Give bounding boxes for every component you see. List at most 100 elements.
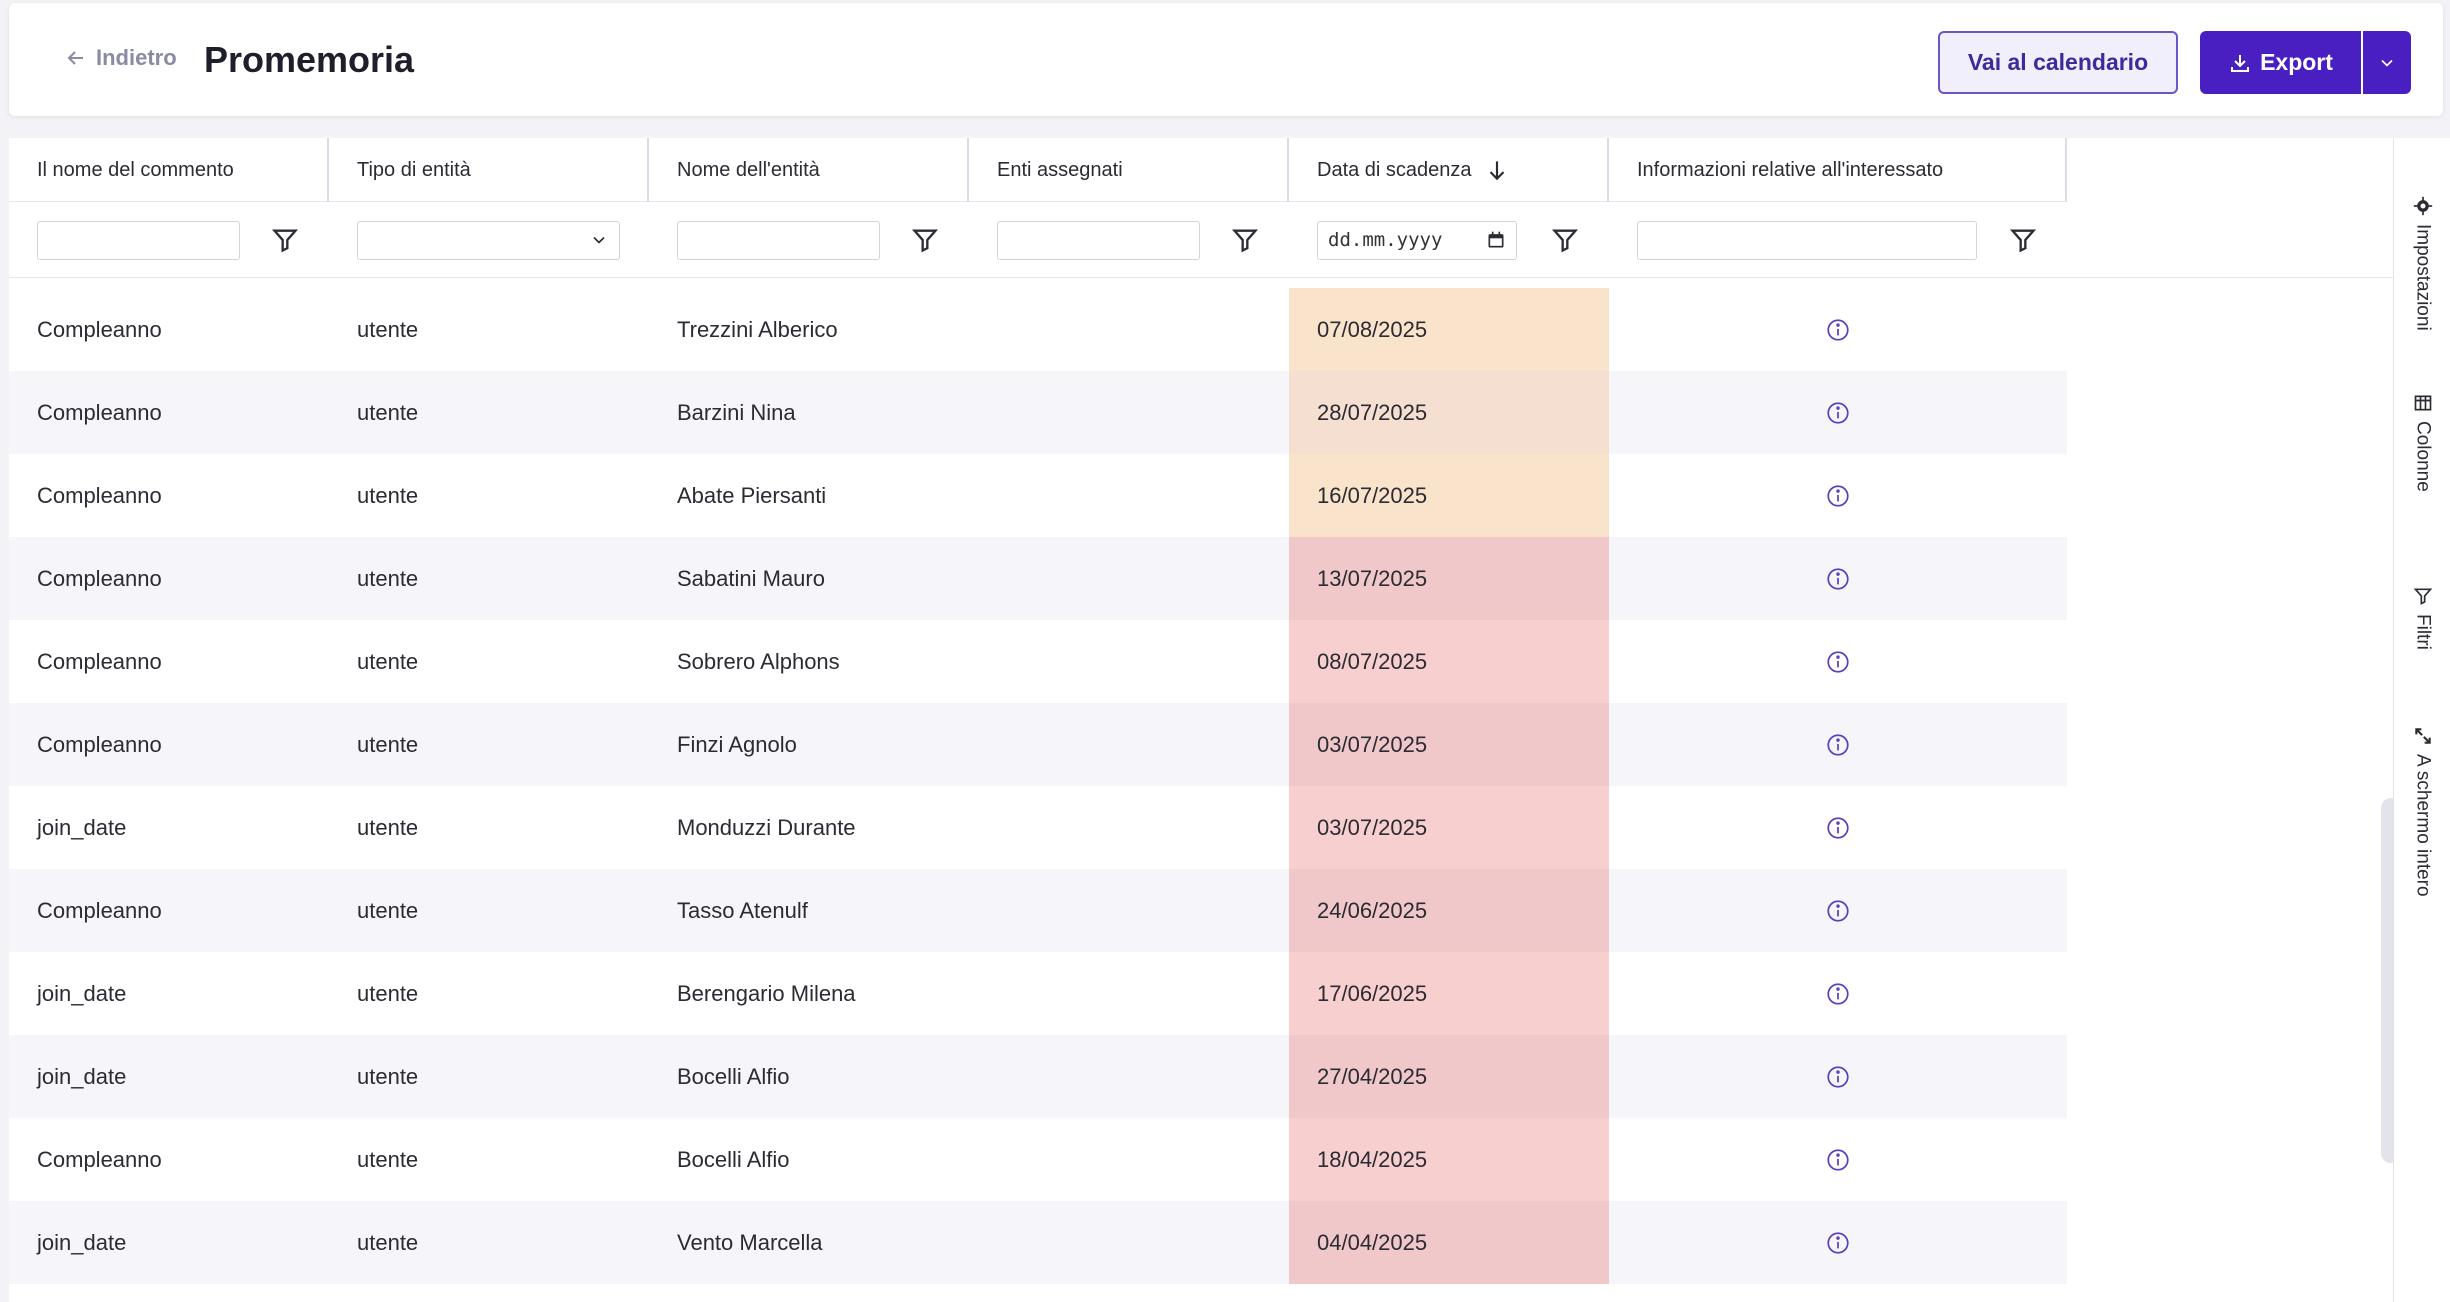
table-row[interactable]: Compleanno utente Sabatini Mauro 13/07/2025 [9, 537, 2067, 620]
column-header-entity-name[interactable]: Nome dell'entità [649, 138, 969, 202]
side-tab-label: Filtri [2412, 614, 2434, 650]
side-tab-label: A schermo intero [2412, 754, 2434, 897]
sort-descending-icon[interactable] [1484, 157, 1510, 183]
info-icon[interactable] [1825, 483, 1851, 509]
filter-input-info[interactable] [1637, 220, 1977, 260]
cell-entity-name: Monduzzi Durante [677, 814, 856, 840]
cell-info [1609, 454, 2067, 537]
cell-assigned [969, 1035, 1289, 1118]
table-row[interactable]: Compleanno utente Bocelli Alfio 18/04/2025 [9, 1118, 2067, 1201]
cell-entity-name: Trezzini Alberico [677, 316, 838, 342]
side-panel: Impostazioni Colonne Filtri A schermo in… [2393, 138, 2450, 1302]
column-header-due-date[interactable]: Data di scadenza [1289, 138, 1609, 202]
column-header-entity-type[interactable]: Tipo di entità [329, 138, 649, 202]
chevron-down-icon [593, 236, 605, 244]
info-icon[interactable] [1825, 1064, 1851, 1090]
cell-entity-type: utente [357, 980, 419, 1006]
cell-info [1609, 537, 2067, 620]
side-tab-settings[interactable]: Impostazioni [2394, 196, 2450, 331]
cell-comment: Compleanno [37, 731, 162, 757]
cell-comment: join_date [37, 980, 127, 1006]
filter-date-input[interactable]: dd.mm.yyyy [1317, 220, 1517, 260]
table-row[interactable]: join_date utente Berengario Milena 17/06/20… [9, 952, 2067, 1035]
filter-input-entity-name[interactable] [677, 220, 880, 260]
cell-due-date: 08/07/2025 [1289, 620, 1609, 703]
info-icon[interactable] [1825, 566, 1851, 592]
side-tab-fullscreen[interactable]: A schermo intero [2394, 726, 2450, 897]
filter-icon[interactable] [1231, 226, 1259, 254]
cell-comment: join_date [37, 1229, 127, 1255]
table-row[interactable]: Compleanno utente Abate Piersanti 16/07/202… [9, 454, 2067, 537]
table-row[interactable]: join_date utente Bocelli Alfio 27/04/2025 [9, 1035, 2067, 1118]
column-header-label: Informazioni relative all'interessato [1637, 158, 1944, 181]
filter-cell-entity-name [649, 202, 969, 278]
info-icon[interactable] [1825, 1147, 1851, 1173]
filter-select-entity-type[interactable] [357, 220, 620, 260]
table-row[interactable]: Compleanno utente Trezzini Alberico 07/08/2… [9, 288, 2067, 371]
cell-due-date: 13/07/2025 [1289, 537, 1609, 620]
cell-assigned [969, 1118, 1289, 1201]
arrow-left-icon [67, 51, 83, 65]
cell-entity-type: utente [357, 731, 419, 757]
cell-assigned [969, 371, 1289, 454]
cell-due-date: 03/07/2025 [1289, 786, 1609, 869]
info-icon[interactable] [1825, 981, 1851, 1007]
cell-due-date: 17/06/2025 [1289, 952, 1609, 1035]
column-header-label: Tipo di entità [357, 158, 471, 181]
cell-assigned [969, 454, 1289, 537]
gear-icon [2413, 196, 2432, 216]
info-icon[interactable] [1825, 400, 1851, 426]
cell-info [1609, 371, 2067, 454]
export-label: Export [2260, 49, 2333, 75]
table-row[interactable]: Compleanno utente Sobrero Alphons 08/07/202… [9, 620, 2067, 703]
column-header-info[interactable]: Informazioni relative all'interessato [1609, 138, 2067, 202]
cell-due-date: 28/07/2025 [1289, 371, 1609, 454]
cell-entity-type: utente [357, 482, 419, 508]
side-tab-columns[interactable]: Colonne [2394, 393, 2450, 492]
calendar-button[interactable]: Vai al calendario [1938, 31, 2178, 94]
cell-info [1609, 1118, 2067, 1201]
cell-info [1609, 1035, 2067, 1118]
info-icon[interactable] [1825, 1230, 1851, 1256]
column-header-comment[interactable]: Il nome del commento [9, 138, 329, 202]
column-header-assigned[interactable]: Enti assegnati [969, 138, 1289, 202]
filter-icon[interactable] [911, 226, 939, 254]
info-icon[interactable] [1825, 649, 1851, 675]
table-row[interactable]: join_date utente Vento Marcella 04/04/2025 [9, 1201, 2067, 1284]
filter-icon[interactable] [2009, 226, 2037, 254]
export-menu-button[interactable] [2363, 31, 2411, 94]
page-title: Promemoria [204, 39, 415, 80]
filter-icon[interactable] [1551, 226, 1579, 254]
info-icon[interactable] [1825, 732, 1851, 758]
filter-input-comment[interactable] [37, 220, 240, 260]
calendar-icon[interactable] [1486, 230, 1506, 250]
cell-comment: Compleanno [37, 897, 162, 923]
filter-icon [2413, 588, 2432, 605]
info-icon[interactable] [1825, 317, 1851, 343]
cell-comment: Compleanno [37, 316, 162, 342]
cell-due-date: 04/04/2025 [1289, 1201, 1609, 1284]
cell-entity-name: Bocelli Alfio [677, 1146, 790, 1172]
cell-entity-type: utente [357, 399, 419, 425]
back-link[interactable]: Indietro [64, 45, 177, 71]
table-row[interactable]: join_date utente Monduzzi Durante 03/07/202… [9, 786, 2067, 869]
vertical-scrollbar[interactable] [2381, 798, 2393, 1163]
side-tab-label: Colonne [2412, 421, 2434, 492]
filter-icon[interactable] [271, 226, 299, 254]
cell-comment: Compleanno [37, 1146, 162, 1172]
cell-entity-type: utente [357, 1229, 419, 1255]
info-icon[interactable] [1825, 898, 1851, 924]
filter-cell-info [1609, 202, 2067, 278]
table-row[interactable]: Compleanno utente Tasso Atenulf 24/06/2025 [9, 869, 2067, 952]
info-icon[interactable] [1825, 815, 1851, 841]
cell-assigned [969, 952, 1289, 1035]
table-row[interactable]: Compleanno utente Barzini Nina 28/07/2025 [9, 371, 2067, 454]
table-row[interactable]: Compleanno utente Finzi Agnolo 03/07/2025 [9, 703, 2067, 786]
cell-due-date: 24/06/2025 [1289, 869, 1609, 952]
cell-assigned [969, 703, 1289, 786]
cell-due-date: 07/08/2025 [1289, 288, 1609, 371]
export-button[interactable]: Export [2200, 31, 2361, 94]
cell-comment: Compleanno [37, 482, 162, 508]
filter-input-assigned[interactable] [997, 220, 1200, 260]
side-tab-filters[interactable]: Filtri [2394, 586, 2450, 650]
